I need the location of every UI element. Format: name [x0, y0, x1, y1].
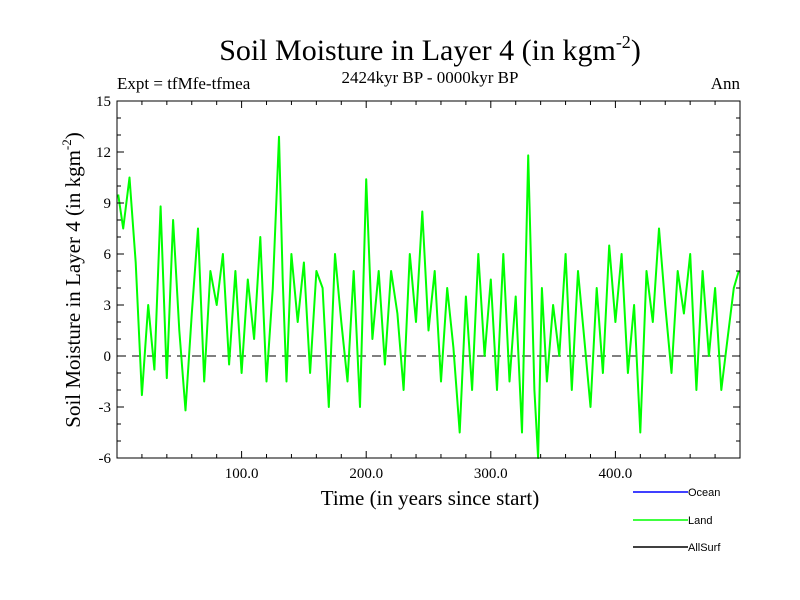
y-tick-label: -6: [99, 451, 112, 467]
chart-subtitle: 2424kyr BP - 0000kyr BP: [342, 68, 519, 87]
chart-legend: Ocean Land AllSurf: [633, 487, 721, 554]
x-axis-label: Time (in years since start): [321, 486, 540, 510]
y-tick-label: 15: [96, 94, 111, 110]
x-axis-ticks: 100.0 200.0 300.0 400.0: [141, 101, 716, 482]
legend-label-ocean: Ocean: [688, 487, 720, 499]
y-tick-label: -3: [99, 400, 112, 416]
chart-title: Soil Moisture in Layer 4 (in kgm-2): [219, 32, 641, 67]
x-tick-label: 200.0: [349, 466, 383, 482]
experiment-label: Expt = tfMfe-tfmea: [117, 74, 251, 93]
y-tick-label: 9: [104, 196, 112, 212]
series-line-land: [117, 135, 740, 459]
y-axis-ticks: -6 -3 0 3 6 9 12 15: [96, 94, 740, 467]
x-tick-label: 300.0: [474, 466, 508, 482]
plot-frame: [116, 100, 741, 459]
y-tick-label: 6: [104, 247, 112, 263]
x-tick-label: 100.0: [225, 466, 259, 482]
x-tick-label: 400.0: [599, 466, 633, 482]
legend-label-allsurf: AllSurf: [688, 542, 721, 554]
y-tick-label: 0: [104, 349, 112, 365]
y-axis-label: Soil Moisture in Layer 4 (in kgm-2): [59, 132, 85, 427]
y-tick-label: 12: [96, 145, 111, 161]
series-group: [117, 135, 740, 459]
season-label: Ann: [711, 74, 741, 93]
legend-label-land: Land: [688, 515, 712, 527]
y-tick-label: 3: [104, 298, 112, 314]
